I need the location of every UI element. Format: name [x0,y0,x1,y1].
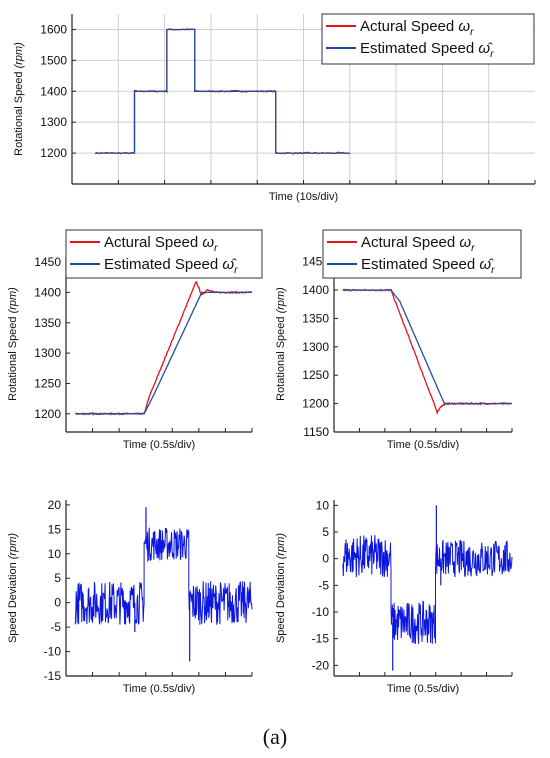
y-axis-label: Rotational Speed (rpm) [7,287,19,401]
y-tick-label: 1300 [34,346,61,360]
x-axis-label: Time (0.5s/div) [123,439,195,451]
legend-label-text: Estimated Speed [104,256,222,273]
legend-symbol: ω̂ [478,40,493,57]
y-tick-label: 1400 [302,283,329,297]
legend-label-text: Actural Speed [104,234,202,251]
y-tick-label: 1300 [40,115,67,129]
legend-symbol: ω̂ [222,256,237,273]
y-tick-label: 0 [322,552,329,566]
legend-label-estimated: Estimated Speed ω̂r [360,40,494,60]
y-axis-label: Rotational Speed (rpm) [13,42,25,156]
y-tick-label: 1250 [34,376,61,390]
y-axis-label: Speed Deviation (rpm) [7,533,19,643]
y-tick-label: 10 [48,547,62,561]
series-line-estimated [342,289,512,405]
legend-symbol: ω [459,234,471,251]
y-axis-label-unit: (rpm) [7,287,19,314]
legend-label-text: Actural Speed [360,18,458,35]
legend-box [65,229,263,279]
y-axis-label-unit: (rpm) [13,42,25,69]
legend-subscript: r [471,242,475,254]
y-tick-label: 1600 [40,22,67,36]
legend-symbol: ω̂ [479,256,494,273]
chart-step-up: 1200 1250 1300 1350 1400 1450 Time (0.5s/div) R… [7,229,263,451]
legend-label-estimated: Estimated Speed ω̂r [104,256,238,276]
legend-symbol: ω [202,234,214,251]
y-tick-label: 1350 [302,311,329,325]
chart-deviation-up: -15 -10 -5 0 5 10 15 20 Time (0.5s/div) Speed Dev… [7,498,253,695]
series-line-deviation [74,527,253,625]
y-tick-label: -10 [44,645,62,659]
legend-label-text: Estimated Speed [360,40,478,57]
series-line-deviation [342,535,513,645]
y-axis-label-main: Speed Deviation [275,559,287,643]
y-tick-label: 1200 [40,146,67,160]
y-tick-label: 15 [48,522,62,536]
legend-symbol: ω [458,18,470,35]
x-axis-label: Time (0.5s/div) [387,439,459,451]
legend-label-text: Actural Speed [361,234,459,251]
y-axis-label-unit: (rpm) [275,533,287,560]
legend-subscript: r [470,26,474,38]
y-tick-label: 1350 [34,316,61,330]
y-tick-label: 20 [48,498,62,512]
y-tick-label: 1400 [40,84,67,98]
series-line-actual [75,280,253,416]
y-tick-label: 1300 [302,340,329,354]
y-tick-label: -10 [312,605,330,619]
y-tick-label: 5 [322,525,329,539]
y-axis-label-main: Rotational Speed [275,313,287,400]
y-tick-label: 10 [316,498,330,512]
chart-deviation-down: -20 -15 -10 -5 0 5 10 Time (0.5s/div) Speed Devi… [275,498,513,695]
y-tick-label: 5 [54,571,61,585]
chart-overview: 1200 1300 1400 1500 1600 Time (10s/div) Rotati… [13,13,536,203]
series-line-actual [342,288,513,416]
y-axis-label-unit: (rpm) [7,533,19,560]
legend-label-text: Estimated Speed [361,256,479,273]
series-line-estimated [75,291,252,415]
x-axis-label: Time (0.5s/div) [387,683,459,695]
legend-label-actual: Actural Speed ωr [361,234,475,254]
y-tick-label: 1200 [302,397,329,411]
y-tick-label: 1250 [302,368,329,382]
y-tick-label: 1200 [34,407,61,421]
y-tick-label: -15 [312,632,330,646]
y-axis-label-main: Rotational Speed [13,68,25,155]
x-axis-label: Time (10s/div) [269,191,338,203]
y-tick-label: 1150 [303,425,329,439]
y-tick-label: 0 [54,596,61,610]
y-tick-label: 1450 [34,255,61,269]
figure-caption: (a) [263,724,287,749]
y-axis-label-main: Rotational Speed [7,313,19,400]
legend-label-actual: Actural Speed ωr [360,18,474,38]
legend-label-actual: Actural Speed ωr [104,234,218,254]
series-line-estimated [95,28,350,154]
legend-subscript: r [214,242,218,254]
x-axis-label: Time (0.5s/div) [123,683,195,695]
y-tick-label: -15 [44,669,62,683]
y-tick-label: -5 [50,620,61,634]
y-axis-label-unit: (rpm) [275,287,287,314]
legend-subscript: r [490,48,494,60]
legend-label-estimated: Estimated Speed ω̂r [361,256,495,276]
y-axis-label-main: Speed Deviation [7,559,19,643]
y-tick-label: -20 [312,658,330,672]
y-tick-label: 1500 [40,53,67,67]
legend-box [322,229,522,279]
legend-box [321,13,535,65]
legend-subscript: r [491,264,495,276]
y-axis-label: Rotational Speed (rpm) [275,287,287,401]
y-axis-label: Speed Deviation (rpm) [275,533,287,643]
y-tick-label: -5 [318,578,329,592]
y-tick-label: 1400 [34,285,61,299]
legend-subscript: r [234,264,238,276]
